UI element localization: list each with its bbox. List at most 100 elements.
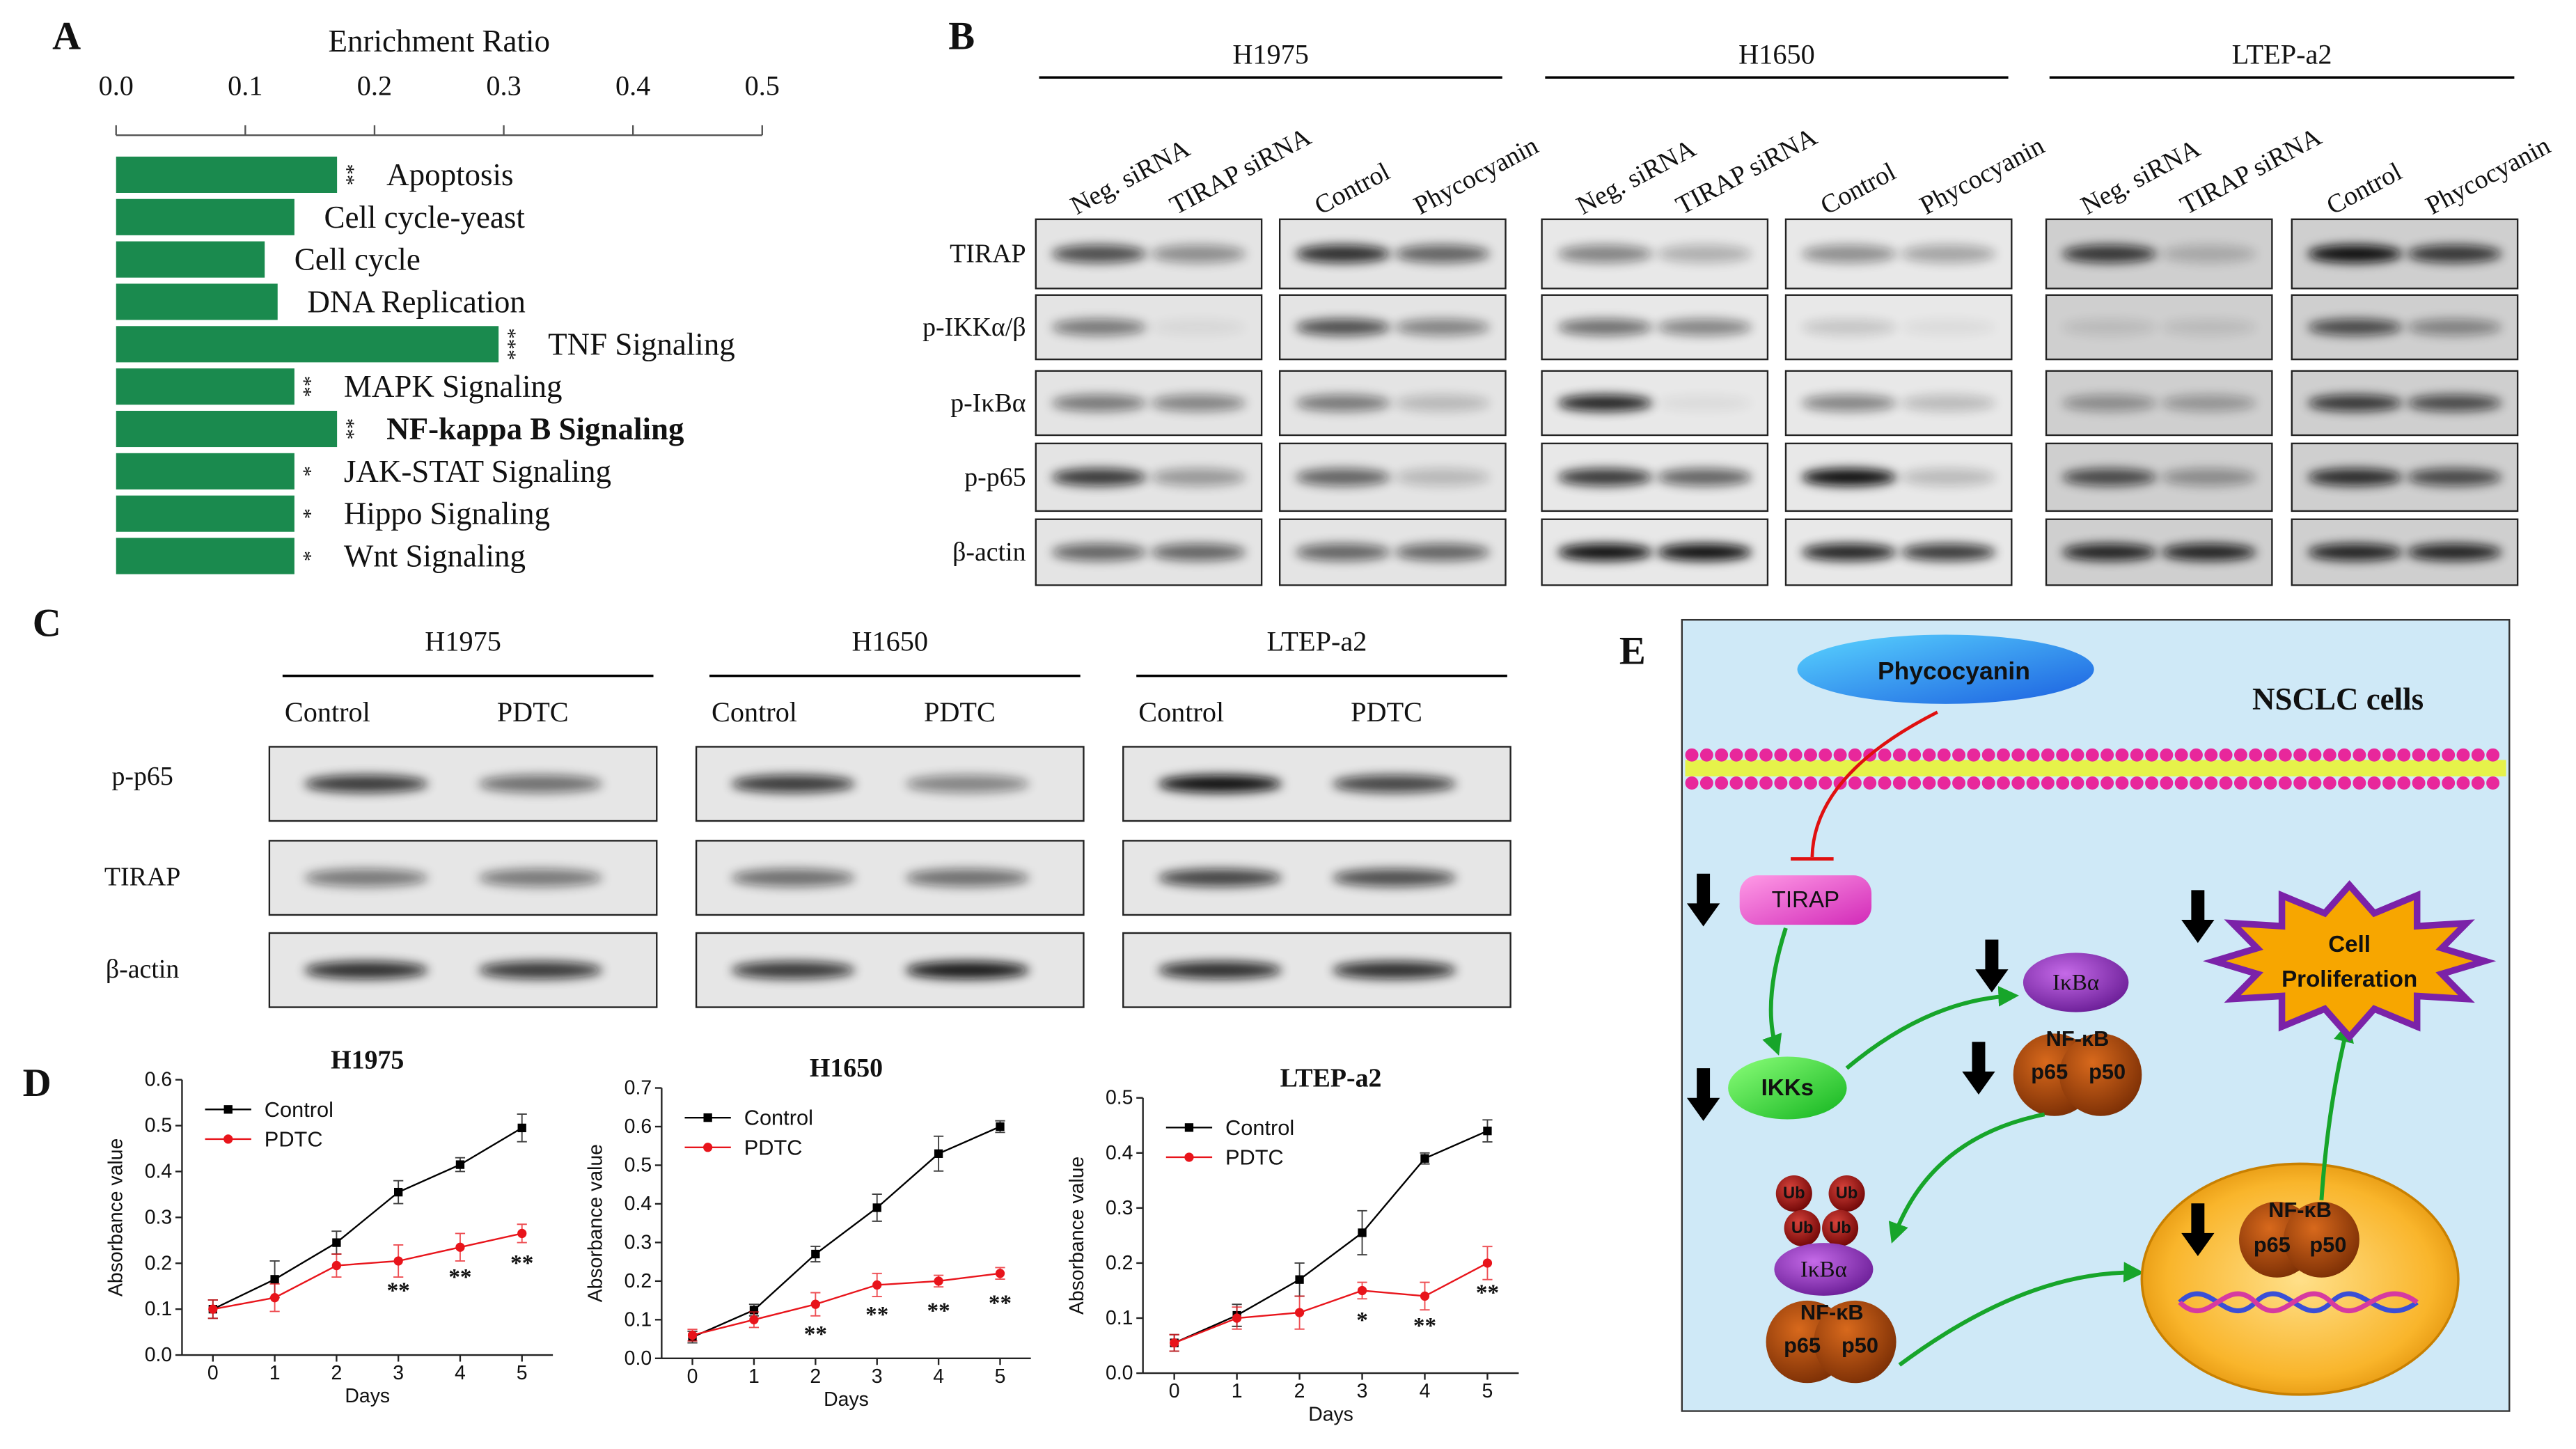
legend-marker (1184, 1152, 1194, 1162)
decrease-arrows (1686, 873, 2215, 1257)
lipid-head (1937, 776, 1951, 790)
blot-band (2161, 543, 2256, 561)
row-label: TIRAP (950, 240, 1026, 269)
blot-band (1295, 543, 1391, 561)
lipid-head (1759, 748, 1773, 762)
line-chart: 0.0 0.1 0.2 0.3 0.4 0.5 0.6 0.7 0 1 2 3 4 5 H1650 Days A… (585, 1054, 1031, 1411)
category-label: DNA Replication (307, 284, 526, 319)
blot-band (478, 961, 603, 980)
y-axis-label: Absorbance value (105, 1138, 127, 1297)
lipid-head (2323, 748, 2337, 762)
blot-band (1295, 244, 1391, 263)
lipid-head (2100, 776, 2114, 790)
lipid-head (2412, 748, 2426, 762)
x-tick-label: 1 (269, 1362, 281, 1384)
bar (116, 198, 294, 235)
x-tick-label: 3 (1357, 1380, 1368, 1402)
lipid-head (1685, 748, 1699, 762)
lipid-head (2204, 748, 2218, 762)
row-label: β-actin (952, 538, 1026, 567)
lipid-head (1833, 748, 1847, 762)
lipid-head (2071, 776, 2084, 790)
activation-arrow (1888, 1112, 2045, 1244)
legend-label: Control (744, 1106, 813, 1130)
category-label: MAPK Signaling (344, 369, 563, 404)
legend-marker (1184, 1123, 1194, 1132)
lipid-head (2353, 748, 2366, 762)
lipid-head (2426, 776, 2440, 790)
blot-band (2161, 468, 2256, 486)
ubiquitin (1822, 1209, 1859, 1246)
lipid-head (2115, 748, 2129, 762)
blot-band (304, 774, 429, 793)
lipid-head (2130, 776, 2144, 790)
significance-mark: * (292, 551, 316, 561)
lipid-head (2219, 776, 2233, 790)
cell-line-label: H1975 (1232, 39, 1309, 70)
lipid-head (2160, 776, 2174, 790)
node-label: TIRAP (1772, 887, 1840, 913)
blot-band (1901, 394, 1996, 412)
data-point (1420, 1291, 1430, 1301)
y-tick-label: 0.5 (1106, 1087, 1133, 1109)
significance-mark: ** (927, 1298, 950, 1324)
blot-band (1151, 394, 1246, 412)
bar (116, 495, 294, 532)
blot-band (2407, 468, 2502, 486)
data-point (1482, 1258, 1493, 1268)
lipid-head (1952, 776, 1966, 790)
lipid-head (1878, 748, 1892, 762)
data-point (1358, 1228, 1367, 1237)
lipid-head (1863, 776, 1877, 790)
data-point (208, 1304, 218, 1314)
lipid-head (1981, 776, 1995, 790)
blot-band (2061, 394, 2157, 412)
significance-mark: ** (292, 376, 316, 398)
data-point (270, 1275, 279, 1284)
y-tick-label: 0.3 (145, 1206, 172, 1228)
blot-band (2061, 244, 2157, 263)
series-line (1174, 1262, 1489, 1344)
lipid-head (2308, 776, 2322, 790)
significance-mark: ** (865, 1302, 888, 1328)
lipid-head (1967, 776, 1981, 790)
lipid-head (2071, 748, 2084, 762)
lipid-head (2204, 776, 2218, 790)
blot-band (1657, 543, 1752, 561)
lipid-head (1848, 776, 1862, 790)
data-point (1295, 1275, 1304, 1284)
y-tick-label: 0.2 (625, 1270, 652, 1292)
lipid-head (2190, 776, 2203, 790)
cell-line-label: H1975 (425, 625, 501, 657)
lipid-head (1729, 748, 1743, 762)
x-tick-label: 0 (207, 1362, 219, 1384)
y-tick-label: 0.7 (625, 1077, 652, 1099)
cell-line-label: LTEP-a2 (2232, 39, 2332, 70)
bar (116, 368, 294, 405)
y-tick-label: 0.3 (625, 1231, 652, 1253)
lipid-head (1759, 776, 1773, 790)
lipid-head (2426, 748, 2440, 762)
blot-band (1657, 468, 1752, 486)
blot-band (304, 961, 429, 980)
membrane (1685, 748, 2500, 790)
row-label: p-IκBα (950, 389, 1026, 418)
panel-label: B (948, 15, 975, 58)
blot-band (905, 774, 1030, 793)
x-tick-label: 2 (331, 1362, 342, 1384)
x-tick-label: 3 (393, 1362, 404, 1384)
category-label: Cell cycle-yeast (324, 200, 525, 235)
cell-line-label: H1650 (851, 625, 928, 657)
lipid-head (1878, 776, 1892, 790)
data-point (1170, 1338, 1179, 1348)
blot-band (1158, 868, 1282, 887)
lipid-head (2233, 776, 2247, 790)
lipid-head (1715, 776, 1729, 790)
lipid-head (2026, 748, 2040, 762)
lane-label: Phycocyanin (2421, 131, 2555, 221)
lane-label: TIRAP siRNA (1671, 122, 1822, 221)
blot-group: LTEP-a2 Control PDTC (1122, 625, 1511, 1008)
lipid-head (2115, 776, 2129, 790)
